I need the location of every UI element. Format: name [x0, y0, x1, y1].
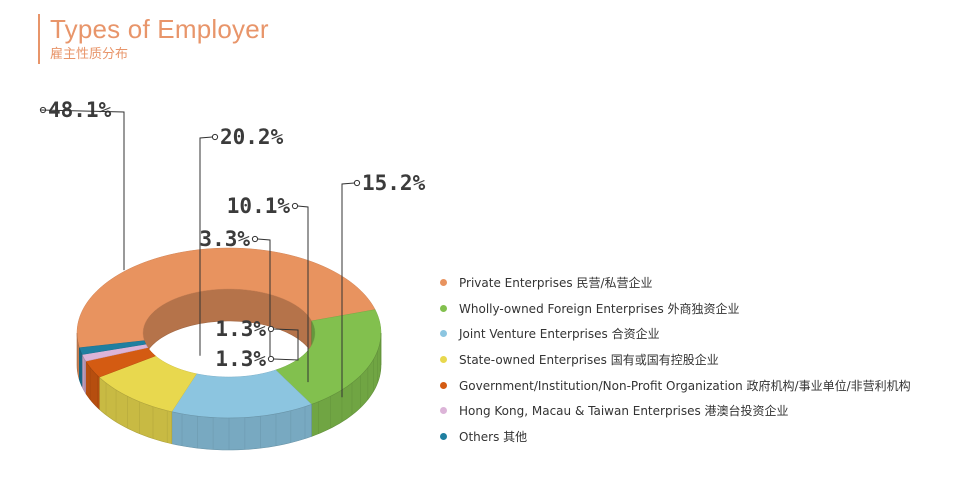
legend-swatch [440, 356, 447, 364]
legend-label: Joint Venture Enterprises 合资企业 [459, 327, 660, 342]
leader-dot-slice-1 [211, 133, 219, 141]
legend-swatch [440, 407, 447, 415]
legend-swatch [440, 381, 447, 389]
legend-swatch [440, 279, 447, 287]
legend-item-2: Joint Venture Enterprises 合资企业 [440, 321, 911, 347]
legend-label: Government/Institution/Non-Profit Organi… [459, 378, 911, 393]
legend-item-4: Government/Institution/Non-Profit Organi… [440, 372, 911, 398]
leader-line-slice-3 [297, 205, 309, 383]
pct-label-slice-4: 3.3% [199, 227, 250, 251]
donut-outer-wall-slice-6 [79, 347, 83, 387]
leader-line-slice-5 [273, 328, 299, 352]
donut-outer-wall-slice-5 [81, 354, 86, 395]
leader-dot-slice-5 [267, 325, 275, 333]
legend-label: Wholly-owned Foreign Enterprises 外商独资企业 [459, 301, 740, 316]
legend-item-0: Private Enterprises 民营/私营企业 [440, 270, 911, 296]
leader-line-slice-1 [199, 136, 213, 356]
pct-label-slice-1: 20.2% [220, 125, 284, 149]
legend-item-6: Others 其他 [440, 424, 911, 450]
legend-swatch [440, 304, 447, 312]
legend-label: Private Enterprises 民营/私营企业 [459, 276, 653, 291]
legend-swatch [440, 330, 447, 338]
title-block: Types of Employer 雇主性质分布 [38, 14, 269, 64]
legend-item-5: Hong Kong, Macau & Taiwan Enterprises 港澳… [440, 398, 911, 424]
leader-line-slice-0 [40, 109, 125, 271]
page-subtitle: 雇主性质分布 [50, 47, 129, 62]
legend-label: State-owned Enterprises 国有或国有控股企业 [459, 353, 719, 368]
leader-line-slice-6 [273, 346, 299, 361]
leader-line-slice-2 [341, 182, 355, 398]
chart-legend: Private Enterprises 民营/私营企业 Wholly-owned … [440, 270, 911, 449]
leader-line-slice-4 [257, 238, 271, 361]
leader-dot-slice-6 [267, 355, 275, 363]
pct-label-slice-3: 10.1% [227, 194, 291, 218]
pct-label-slice-2: 15.2% [362, 171, 426, 195]
leader-dot-slice-2 [353, 179, 361, 187]
page-title: Types of Employer [50, 14, 269, 44]
pct-label-slice-6: 1.3% [215, 347, 266, 371]
legend-label: Hong Kong, Macau & Taiwan Enterprises 港澳… [459, 404, 789, 419]
legend-item-3: State-owned Enterprises 国有或国有控股企业 [440, 347, 911, 373]
legend-item-1: Wholly-owned Foreign Enterprises 外商独资企业 [440, 296, 911, 322]
legend-swatch [440, 432, 447, 440]
legend-label: Others 其他 [459, 429, 528, 444]
pct-label-slice-5: 1.3% [215, 317, 266, 341]
leader-dot-slice-4 [251, 235, 259, 243]
leader-dot-slice-3 [291, 202, 299, 210]
